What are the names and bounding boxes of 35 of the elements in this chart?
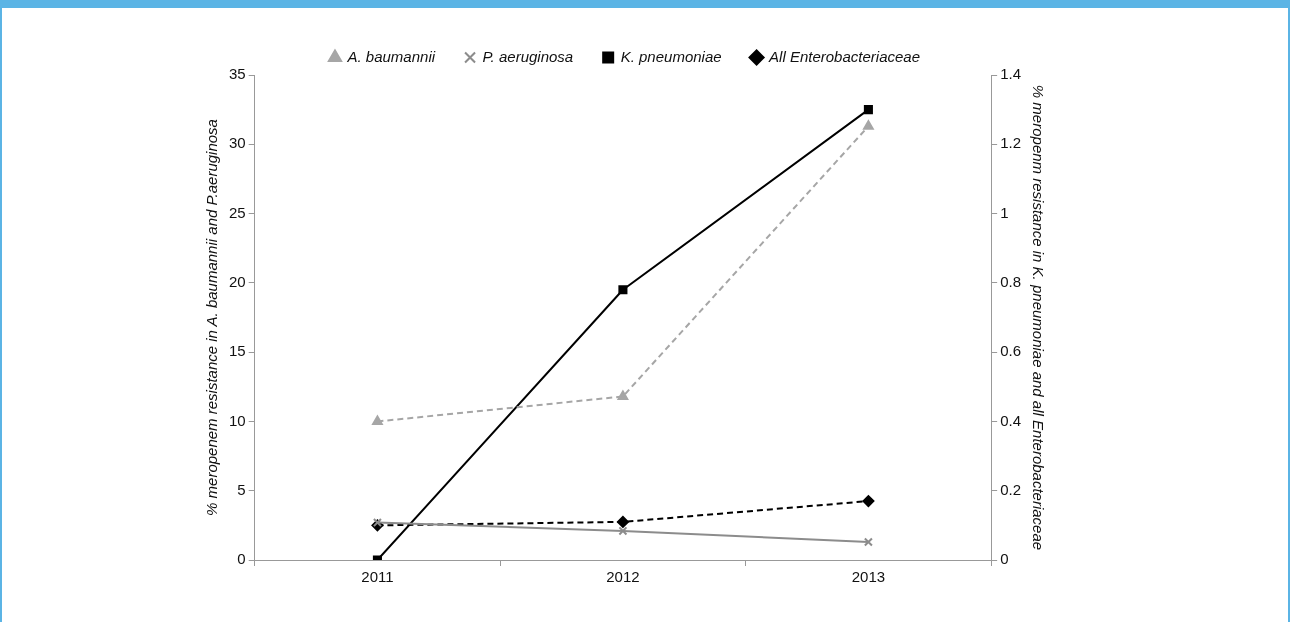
y-axis-title: % meropenem resistance in A. baumannii and P.aeruginosa bbox=[203, 119, 221, 516]
y2-tick-label: 0.6 bbox=[1000, 342, 1022, 360]
y2-axis-title: % meropenm resistance in K. pneumoniae and all Enterobacteriaceae bbox=[1029, 84, 1047, 551]
x-tick-label: 2011 bbox=[361, 568, 394, 586]
y-tick-label: 30 bbox=[229, 134, 246, 152]
point bbox=[372, 518, 382, 528]
point bbox=[617, 390, 629, 400]
x-tick-label: 2013 bbox=[851, 568, 886, 586]
legend-label: A. baumannii bbox=[346, 47, 436, 65]
y2-tick-label: 1 bbox=[1000, 203, 1009, 221]
point bbox=[618, 285, 628, 295]
point bbox=[862, 495, 875, 508]
y-tick-label: 15 bbox=[229, 342, 246, 360]
y-tick-label: 35 bbox=[229, 65, 246, 83]
y2-tick-label: 0 bbox=[1000, 550, 1009, 568]
y2-tick-label: 0.2 bbox=[1000, 480, 1022, 498]
point bbox=[372, 415, 383, 425]
y-tick-label: 20 bbox=[229, 273, 246, 290]
y-tick-label: 0 bbox=[237, 550, 246, 568]
point bbox=[616, 515, 629, 528]
legend-label: All Enterobacteriaceae bbox=[768, 47, 921, 65]
y2-tick-label: 0.8 bbox=[1000, 273, 1022, 290]
y2-tick-label: 1.4 bbox=[1000, 65, 1022, 83]
point bbox=[863, 537, 873, 547]
y2-tick-label: 1.2 bbox=[1000, 134, 1022, 152]
y-tick-label: 10 bbox=[229, 411, 246, 429]
point bbox=[863, 120, 874, 130]
x-tick-label: 2012 bbox=[606, 568, 640, 586]
y2-tick-label: 0.4 bbox=[1000, 411, 1022, 429]
point bbox=[863, 105, 873, 115]
y-tick-label: 5 bbox=[237, 480, 246, 498]
legend-label: K. pneumoniae bbox=[620, 47, 722, 65]
y-tick-label: 25 bbox=[229, 203, 246, 221]
point bbox=[618, 526, 628, 536]
legend-label: P. aeruginosa bbox=[482, 47, 574, 65]
